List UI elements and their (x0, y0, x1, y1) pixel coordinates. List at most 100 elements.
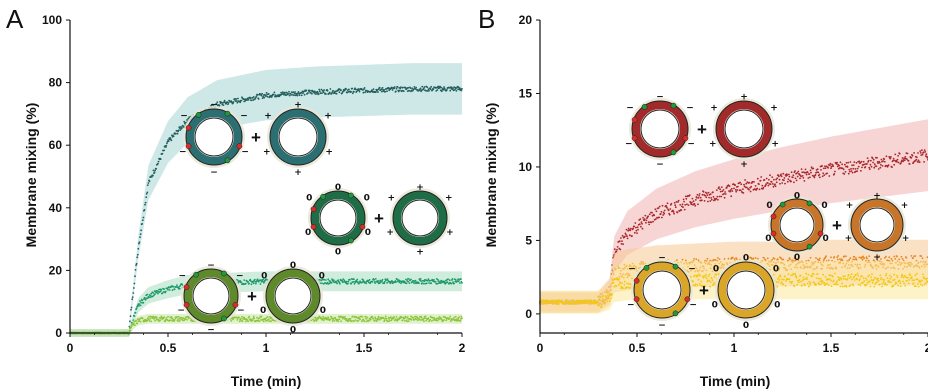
data-point (848, 277, 851, 279)
snare-dot (183, 302, 190, 308)
data-point (384, 90, 387, 93)
data-point (377, 317, 379, 320)
data-point (446, 281, 449, 283)
snare-dot (806, 200, 813, 207)
y-tick-label-b: 10 (519, 160, 533, 174)
data-point (349, 278, 351, 281)
data-point (240, 99, 243, 102)
data-point (872, 278, 875, 281)
vesicle-lumen (779, 207, 815, 243)
snare-dot (633, 277, 640, 284)
data-point (819, 277, 822, 280)
data-point (916, 160, 919, 163)
data-point (345, 280, 348, 283)
charge-mark: 0 (290, 261, 296, 271)
data-point (769, 174, 771, 177)
data-point (860, 169, 862, 172)
data-point (372, 88, 375, 91)
data-point (655, 210, 658, 213)
data-point (674, 204, 677, 207)
y-tick-label-a: 0 (55, 326, 62, 340)
data-point (703, 274, 706, 277)
data-point (443, 87, 446, 90)
data-point (145, 193, 148, 195)
data-point (556, 299, 559, 302)
data-point (460, 278, 462, 280)
charge-mark: + (264, 111, 272, 121)
data-point (575, 302, 577, 305)
data-point (916, 156, 918, 159)
vesicle-membrane (393, 191, 447, 245)
data-point (701, 193, 704, 196)
data-point (850, 275, 852, 278)
data-point (776, 278, 779, 280)
data-point (426, 279, 429, 282)
data-point (796, 175, 799, 178)
data-point (883, 279, 886, 281)
data-point (243, 316, 246, 319)
data-point (921, 153, 924, 156)
data-point (793, 257, 796, 260)
data-point (735, 190, 738, 193)
data-point (842, 275, 845, 278)
data-point (705, 277, 708, 280)
data-point (917, 159, 920, 162)
data-point (648, 213, 651, 216)
data-point (590, 299, 593, 302)
data-point (177, 129, 180, 132)
data-point (153, 318, 155, 320)
data-point (250, 99, 253, 102)
data-point (763, 179, 766, 181)
data-point (426, 86, 429, 89)
data-point (777, 174, 780, 177)
data-point (163, 149, 166, 152)
data-point (861, 275, 863, 278)
data-point (395, 318, 397, 321)
data-point (314, 317, 317, 320)
data-point (701, 285, 704, 288)
data-point (212, 104, 215, 106)
data-point (724, 191, 726, 193)
data-point (609, 293, 612, 295)
data-point (401, 86, 404, 89)
data-point (625, 233, 627, 236)
data-point (461, 317, 463, 320)
data-point (918, 161, 921, 164)
data-point (778, 175, 780, 178)
x-tick-label-b: 2 (925, 341, 928, 355)
data-point (419, 87, 422, 90)
data-point (230, 101, 233, 104)
data-point (272, 93, 275, 96)
data-point (701, 199, 703, 202)
charge-mark: + (263, 147, 271, 157)
data-point (897, 161, 900, 164)
data-point (893, 163, 896, 166)
data-point (358, 90, 361, 93)
data-point (762, 186, 765, 189)
charge-mark: 0 (320, 306, 326, 316)
data-point (447, 278, 449, 281)
data-point (845, 162, 848, 164)
snare-dot (670, 102, 677, 109)
data-point (280, 91, 282, 94)
data-point (454, 87, 457, 90)
data-point (369, 318, 372, 321)
data-point (332, 90, 335, 92)
data-point (776, 177, 779, 180)
data-point (685, 197, 688, 200)
data-point (131, 296, 134, 298)
data-point (626, 276, 629, 279)
data-point (430, 282, 433, 285)
data-point (830, 256, 832, 259)
data-point (877, 256, 879, 259)
data-point (807, 273, 810, 276)
data-point (710, 277, 713, 279)
data-point (709, 281, 712, 283)
data-point (654, 208, 657, 211)
data-point (853, 255, 856, 258)
data-point (424, 315, 427, 318)
data-point (893, 159, 896, 162)
data-point (241, 315, 243, 318)
data-point (186, 318, 188, 321)
data-point (186, 119, 188, 121)
